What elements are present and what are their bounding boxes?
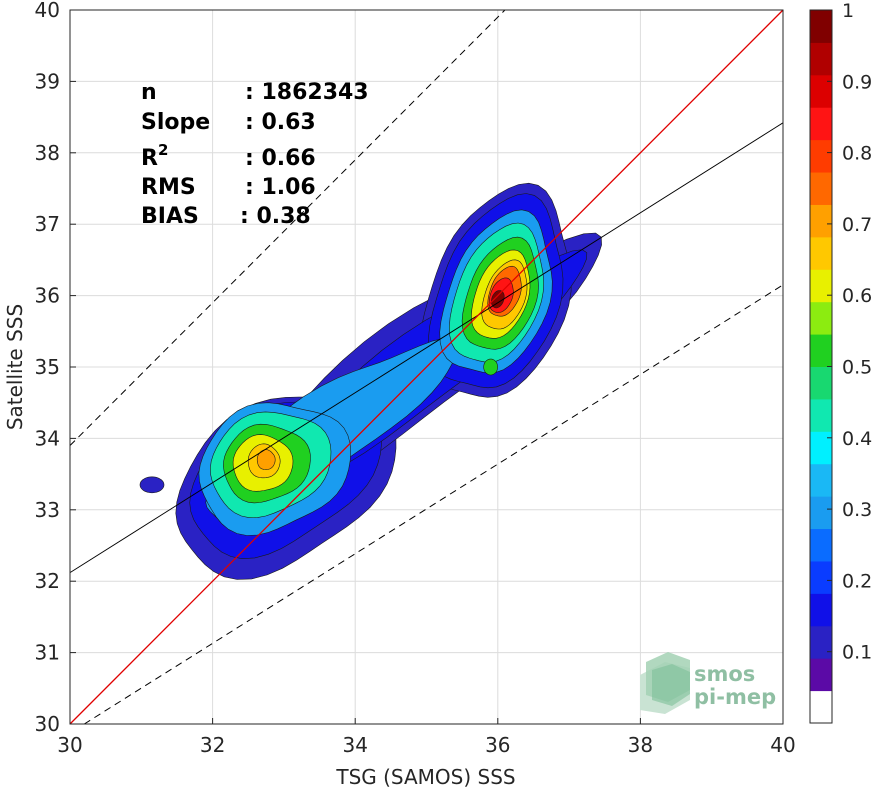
y-tick-label: 35 [35,355,60,379]
colorbar-swatch [810,366,832,400]
colorbar-swatch [810,42,832,76]
colorbar-swatch [810,528,832,562]
stat-label: BIAS [141,204,199,229]
colorbar-swatch [810,625,832,659]
colorbar-swatch [810,690,832,724]
colorbar-tick-label: 0.2 [842,570,872,592]
colorbar-swatch [810,269,832,303]
x-axis-ticks: 30 32 34 36 38 40 [57,718,796,757]
x-tick-label: 32 [200,733,225,757]
colorbar: 0.1 0.2 0.3 0.4 0.5 0.6 0.7 0.8 0.9 1 [809,0,872,724]
colorbar-swatch [810,593,832,627]
colorbar-swatch [810,172,832,205]
identity-line [69,9,784,725]
contour-level [256,449,276,470]
y-tick-label: 39 [35,69,60,93]
colorbar-tick-label: 0.4 [842,428,872,450]
contour-level [483,358,499,376]
x-tick-label: 30 [57,733,82,757]
colorbar-swatch [810,463,832,497]
stat-label: R2 [141,141,168,171]
y-tick-label: 32 [35,569,60,593]
lower-bound-line [83,284,784,725]
colorbar-swatch [810,74,832,108]
y-tick-label: 33 [35,498,60,522]
colorbar-swatch [810,236,832,270]
logo-line-2: pi-mep [694,685,776,709]
colorbar-tick-label: 0.1 [842,642,872,664]
stat-label: Slope [141,110,210,135]
y-tick-label: 37 [35,212,60,236]
colorbar-swatch [810,301,832,335]
colorbar-swatch [810,10,832,43]
colorbar-tick-label: 0.3 [842,499,872,521]
colorbar-swatch [810,204,832,238]
colorbar-swatch [810,398,832,432]
regression-line [69,122,784,574]
y-tick-label: 36 [35,284,60,308]
colorbar-swatch [810,139,832,173]
colorbar-tick-label: 0.8 [842,143,872,165]
y-tick-label: 31 [35,641,60,665]
stat-value: : 1.06 [245,175,316,200]
contour-level [139,476,165,494]
stats-annotation: n : 1862343 Slope : 0.63 R2 : 0.66 RMS : 1.06 BI… [141,80,369,229]
stat-value: : 1862343 [245,80,369,105]
contour-level [491,290,505,309]
colorbar-swatch [810,334,832,367]
colorbar-tick-label: 0.5 [842,357,872,379]
density-contours [139,182,602,580]
stat-value: : 0.63 [245,110,316,135]
colorbar-swatch [810,431,832,465]
upper-bound-line [69,9,506,446]
y-tick-label: 34 [35,426,60,450]
x-tick-label: 40 [770,733,795,757]
stat-value: : 0.66 [245,146,316,171]
x-axis-label: TSG (SAMOS) SSS [335,765,515,789]
y-tick-label: 40 [35,0,60,22]
stat-label: RMS [141,175,196,200]
y-tick-label: 38 [35,141,60,165]
y-axis-label: Satellite SSS [3,304,27,430]
colorbar-tick-label: 0.7 [842,214,872,236]
smos-pi-mep-logo: smos pi-mep [640,652,776,714]
colorbar-tick-label: 1 [842,0,854,22]
x-tick-label: 34 [342,733,367,757]
logo-mark-icon [640,652,690,714]
stat-value: : 0.38 [240,204,311,229]
reference-lines [69,9,784,725]
stat-label: n [141,80,157,105]
y-axis-ticks: 30 31 32 33 34 35 36 37 38 39 40 [35,0,76,736]
x-tick-label: 36 [485,733,510,757]
colorbar-swatch [810,107,832,141]
logo-line-1: smos [694,662,755,686]
colorbar-swatch [810,496,832,530]
stat-label-superscript: 2 [158,141,168,159]
colorbar-swatch [810,658,832,692]
colorbar-tick-label: 0.9 [842,71,872,93]
y-tick-label: 30 [35,712,60,736]
colorbar-tick-label: 0.6 [842,285,872,307]
colorbar-swatch [810,560,832,594]
x-tick-label: 38 [628,733,653,757]
